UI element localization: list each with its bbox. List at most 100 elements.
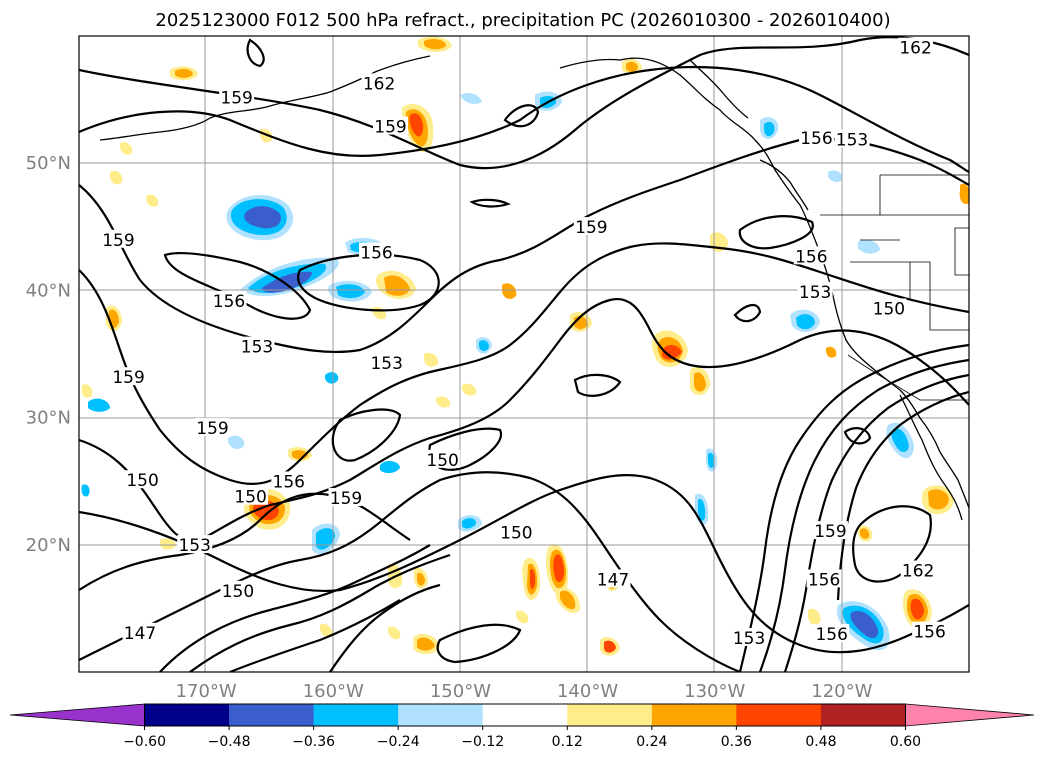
contour-label-bg xyxy=(797,281,833,300)
colorbar-tick-label: −0.24 xyxy=(377,734,420,750)
lon-tick-label: 150°W xyxy=(430,681,491,702)
contour-label: 156 xyxy=(913,623,945,643)
colorbar-bin xyxy=(567,704,653,726)
contour-label: 153 xyxy=(799,283,831,303)
colorbar-bin xyxy=(398,704,484,726)
colorbar-bin xyxy=(144,704,230,726)
contour-label-bg xyxy=(271,471,307,490)
contour-label-bg xyxy=(211,290,247,309)
contour-label: 156 xyxy=(800,129,832,149)
colorbar-extend-low xyxy=(9,703,145,727)
lat-tick-label: 40°N xyxy=(26,280,71,301)
contour-label: 153 xyxy=(241,338,273,358)
contour-label: 159 xyxy=(814,522,846,542)
contour-label-bg xyxy=(793,246,829,265)
colorbar-bin xyxy=(820,704,906,726)
contour-label: 147 xyxy=(597,570,629,590)
contour-label-bg xyxy=(373,116,408,135)
contour-label-bg xyxy=(125,470,161,489)
contour-label-bg xyxy=(220,580,256,599)
colorbar-tick-label: −0.60 xyxy=(123,734,166,750)
contour-label-bg xyxy=(595,569,631,588)
contour-label: 150 xyxy=(222,582,254,602)
refractivity-contours xyxy=(79,36,969,672)
contour-label-bg xyxy=(573,217,609,236)
contour-label: 147 xyxy=(124,624,156,644)
contour-label-bg xyxy=(361,73,397,92)
contour-label: 156 xyxy=(360,244,392,264)
contour-label-bg xyxy=(798,128,834,147)
contour-label: 150 xyxy=(234,488,266,508)
map-panel: 1621591591591591591591591591561561561561… xyxy=(79,36,969,672)
contour-label: 159 xyxy=(330,489,362,509)
contour-label-bg xyxy=(898,37,934,56)
contour-label-bg xyxy=(812,521,848,540)
contour-label-bg xyxy=(369,353,405,372)
lon-tick-label: 160°W xyxy=(303,681,364,702)
contour-label: 159 xyxy=(575,218,607,238)
contour-label-bg xyxy=(806,569,842,588)
colorbar-tick-label: 0.60 xyxy=(890,734,921,750)
colorbar-bin xyxy=(736,704,822,726)
colorbar-tick-label: −0.36 xyxy=(292,734,335,750)
contour-label: 150 xyxy=(873,299,905,319)
contour-label-bg xyxy=(100,229,136,248)
lat-tick-label: 50°N xyxy=(26,153,71,174)
latitude-tick-labels: 20°N 30°N 40°N 50°N xyxy=(26,153,71,556)
contour-labels: 1621591591591591591591591591561561561561… xyxy=(100,37,948,649)
lon-tick-label: 120°W xyxy=(811,681,872,702)
colorbar-tick-label: −0.48 xyxy=(208,734,251,750)
contour-label: 159 xyxy=(220,88,252,108)
contour-label-bg xyxy=(498,522,534,541)
contour-label: 162 xyxy=(899,39,931,59)
contour-label-bg xyxy=(122,622,158,641)
contour-label: 150 xyxy=(126,471,158,491)
lat-tick-label: 20°N xyxy=(26,535,71,556)
lon-tick-label: 140°W xyxy=(557,681,618,702)
contour-label: 156 xyxy=(808,570,840,590)
contour-label-bg xyxy=(814,624,850,643)
lon-tick-label: 130°W xyxy=(684,681,745,702)
contour-label-bg xyxy=(731,627,767,646)
contour-label: 156 xyxy=(815,625,847,645)
contour-label: 162 xyxy=(902,562,934,582)
contour-label: 150 xyxy=(500,523,532,543)
colorbar-extend-high xyxy=(905,703,1035,727)
contour-label: 150 xyxy=(426,451,458,471)
contour-label-bg xyxy=(912,621,948,640)
coastlines xyxy=(99,55,969,521)
chart-title: 2025123000 F012 500 hPa refract., precip… xyxy=(155,10,890,31)
contour-label-bg xyxy=(359,242,395,261)
lat-tick-label: 30°N xyxy=(26,408,71,429)
contour-label: 153 xyxy=(836,130,868,150)
lon-tick-label: 170°W xyxy=(176,681,237,702)
contour-label-bg xyxy=(239,336,275,355)
contour-label: 159 xyxy=(196,419,228,439)
colorbar-tick-label: −0.12 xyxy=(461,734,504,750)
contour-label: 156 xyxy=(213,292,245,312)
contour-label: 153 xyxy=(733,629,765,649)
colorbar-tick-label: 0.36 xyxy=(721,734,752,750)
colorbar-tick-label: 0.48 xyxy=(805,734,836,750)
contour-label: 156 xyxy=(273,472,305,492)
colorbar-tick-label: 0.24 xyxy=(636,734,667,750)
contour-label: 159 xyxy=(374,118,406,138)
contour-label-bg xyxy=(111,367,147,386)
contour-label: 153 xyxy=(178,536,210,556)
colorbar-bin xyxy=(313,704,399,726)
contour-label: 153 xyxy=(370,354,402,374)
contour-label-bg xyxy=(177,535,213,554)
contour-label-bg xyxy=(328,488,364,507)
longitude-tick-labels: 170°W 160°W 150°W 140°W 130°W 120°W xyxy=(176,681,873,702)
colorbar-bin xyxy=(482,704,568,726)
contour-label-bg xyxy=(219,87,255,106)
contour-label: 162 xyxy=(363,74,395,94)
contour-label: 159 xyxy=(102,231,134,251)
contour-label-bg xyxy=(871,298,907,317)
contour-label-bg xyxy=(900,560,936,579)
contour-label: 156 xyxy=(795,247,827,267)
colorbar-bin xyxy=(651,704,737,726)
contour-label-bg xyxy=(425,449,461,468)
map-frame xyxy=(78,35,970,673)
